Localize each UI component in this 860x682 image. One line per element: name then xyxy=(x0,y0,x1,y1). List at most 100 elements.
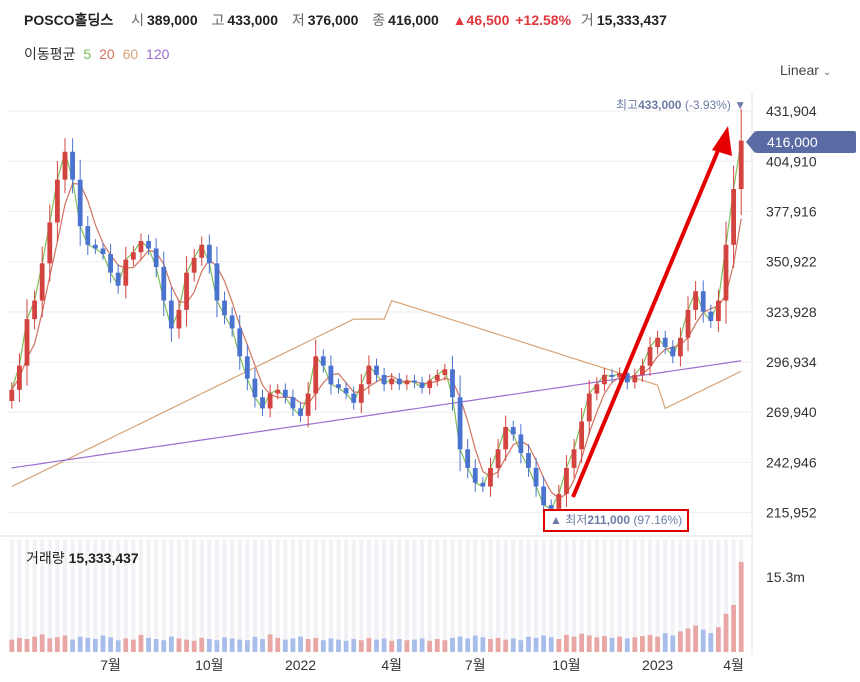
x-tick-label: 7월 xyxy=(100,657,121,673)
volume-bar xyxy=(488,639,493,652)
candle-body xyxy=(495,449,501,468)
y-tick-label: 296,934 xyxy=(766,354,817,370)
volume-bar xyxy=(374,639,379,652)
volume-bar xyxy=(381,638,387,652)
candle-body xyxy=(716,300,721,322)
candle-body xyxy=(199,244,205,258)
trend-arrow-line xyxy=(571,140,724,498)
volume-bar xyxy=(130,639,136,652)
volume-bar xyxy=(252,636,258,652)
candle-body xyxy=(358,384,364,403)
volume-bar xyxy=(39,634,45,652)
candle-body xyxy=(115,272,121,286)
volume-title: 거래량 15,333,437 xyxy=(26,548,139,568)
stock-name: POSCO홀딩스 xyxy=(24,12,114,28)
high-annotation-pct: (-3.93%) xyxy=(684,98,731,112)
candle-body xyxy=(153,248,159,268)
volume-bar xyxy=(647,634,653,652)
volume-bar xyxy=(427,640,433,652)
volume-bar xyxy=(358,640,364,652)
candle-body xyxy=(108,254,113,273)
candle-body xyxy=(351,393,357,403)
trend-arrow xyxy=(571,126,732,498)
y-tick-label: 269,940 xyxy=(766,404,817,420)
volume-bar xyxy=(396,639,402,652)
candle-body xyxy=(488,467,493,487)
candle-body xyxy=(366,365,372,385)
candle-body xyxy=(510,427,516,435)
volume-bar xyxy=(267,634,273,652)
volume-bar xyxy=(336,639,341,652)
change-percent: +12.58% xyxy=(515,12,572,28)
trend-arrow-head xyxy=(712,126,732,156)
ma-5-label: 5 xyxy=(83,46,92,62)
volume-bar xyxy=(450,637,455,652)
candle-body xyxy=(624,373,630,383)
volume-axis-label: 15.3m xyxy=(766,569,805,585)
current-price-tag: 416,000 xyxy=(746,131,856,153)
volume-bar xyxy=(495,637,501,652)
candle-body xyxy=(39,263,45,301)
volume-bar xyxy=(693,625,699,652)
volume-bar xyxy=(655,636,661,652)
moving-average-legend[interactable]: 이동평균 5 20 60 120 xyxy=(24,44,169,64)
candle-body xyxy=(85,226,91,245)
candle-body xyxy=(556,493,562,509)
candle-body xyxy=(47,222,53,264)
volume-bar xyxy=(564,634,569,652)
candle-body xyxy=(260,397,265,409)
candle-body xyxy=(518,434,524,454)
candle-body xyxy=(503,427,509,450)
candle-body xyxy=(632,374,638,383)
volume-bar xyxy=(412,639,417,652)
change-value: ▲46,500 xyxy=(452,12,510,28)
volume-bar xyxy=(389,640,395,652)
volume-bar xyxy=(716,627,721,652)
candle-body xyxy=(92,244,98,249)
candle-body xyxy=(298,408,303,416)
candle-body xyxy=(229,315,235,329)
candle-body xyxy=(670,347,676,357)
volume-bar xyxy=(685,628,691,652)
candle-body xyxy=(723,244,729,301)
volume-bar xyxy=(146,637,151,652)
volume-bar xyxy=(662,633,668,652)
volume-bar xyxy=(723,613,729,652)
candle-body xyxy=(184,272,189,310)
volume-bar xyxy=(678,631,683,652)
ma-20-label: 20 xyxy=(99,46,115,62)
volume-bar xyxy=(199,637,205,652)
candle-body xyxy=(123,259,129,286)
volume-bar xyxy=(290,638,296,652)
volume-bar xyxy=(419,638,425,652)
candle-body xyxy=(313,356,319,394)
volume-bar xyxy=(244,640,250,652)
candle-body xyxy=(343,387,349,394)
candle-body xyxy=(206,244,212,264)
candle-body xyxy=(214,263,220,301)
candle-body xyxy=(412,380,417,383)
low-annotation: ▲ 최저211,000 (97.16%) xyxy=(543,509,689,532)
candle-body xyxy=(146,241,151,249)
scale-mode-dropdown[interactable]: Linear ⌄ xyxy=(780,62,831,78)
candle-body xyxy=(548,505,554,509)
candle-body xyxy=(9,389,15,401)
candle-body xyxy=(594,384,600,394)
candle-body xyxy=(434,374,440,381)
candle-body xyxy=(609,374,615,377)
volume-bar xyxy=(214,640,220,652)
volume-bar xyxy=(738,561,744,652)
candle-body xyxy=(396,378,402,385)
high-price: 433,000 xyxy=(227,12,278,28)
volume-bar xyxy=(351,639,357,652)
moving-average-lines xyxy=(11,140,742,510)
candle-body xyxy=(662,337,668,348)
candle-body xyxy=(579,421,585,450)
candle-body xyxy=(336,384,341,388)
stock-header: POSCO홀딩스 시 389,000 고 433,000 저 376,000 종 416… xyxy=(24,10,677,30)
volume-bar xyxy=(222,637,227,652)
candle-body xyxy=(222,300,227,316)
volume-panel-value: 15,333,437 xyxy=(68,550,139,566)
volume-bar xyxy=(176,638,182,652)
candle-body xyxy=(77,179,83,227)
